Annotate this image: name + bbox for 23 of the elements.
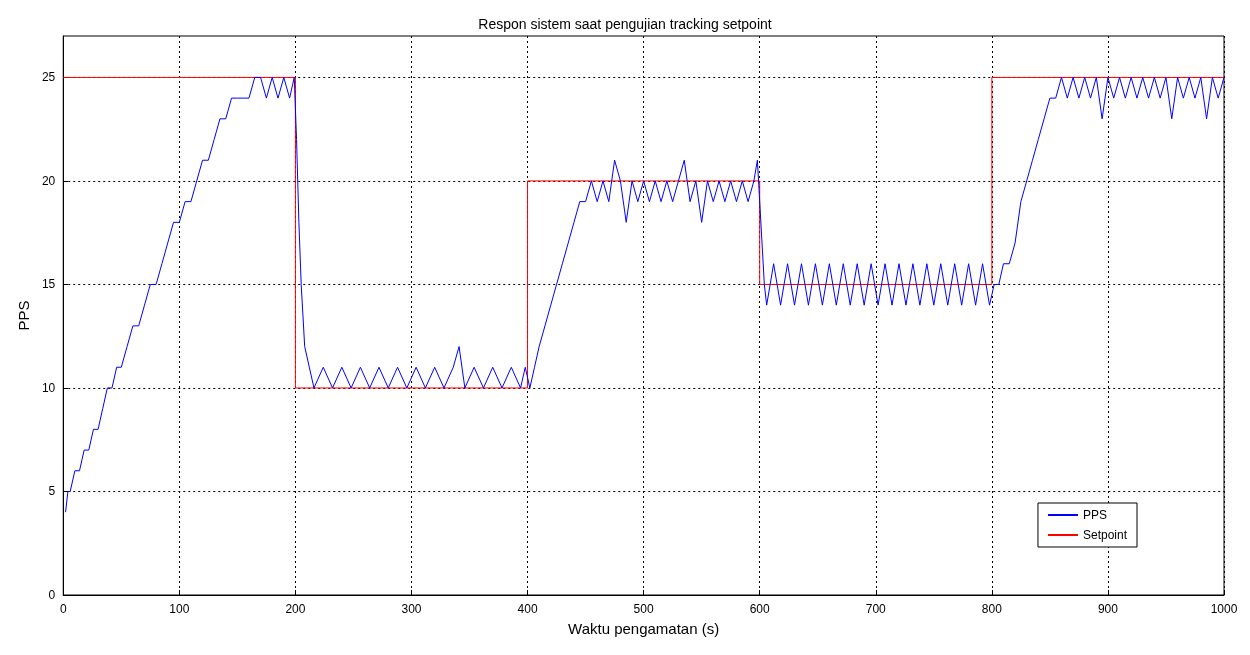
y-tick-label: 20 bbox=[41, 173, 56, 188]
x-tick-label: 1000 bbox=[1210, 602, 1238, 616]
x-tick-label: 400 bbox=[517, 602, 538, 616]
legend-label: Setpoint bbox=[1082, 528, 1128, 542]
x-tick-label: 0 bbox=[59, 602, 67, 616]
x-tick-label: 300 bbox=[401, 602, 422, 616]
y-tick-label: 0 bbox=[48, 588, 56, 602]
y-tick-label: 10 bbox=[41, 380, 56, 395]
legend-label: PPS bbox=[1082, 508, 1107, 522]
x-axis-title: Waktu pengamatan (s) bbox=[568, 620, 720, 637]
x-tick-label: 800 bbox=[981, 602, 1003, 616]
x-tick-label: 900 bbox=[1097, 602, 1119, 616]
line-series bbox=[62, 76, 1225, 389]
x-tick-label: 200 bbox=[285, 602, 306, 616]
x-tick-label: 600 bbox=[749, 602, 771, 616]
x-tick-label: 700 bbox=[865, 602, 887, 616]
y-tick-label: 25 bbox=[41, 70, 56, 85]
chart-title: Respon sistem saat pengujian tracking setpoint bbox=[478, 16, 772, 32]
x-tick-label: 500 bbox=[633, 602, 654, 616]
y-axis-title: PPS bbox=[15, 300, 32, 331]
y-tick-label: 15 bbox=[41, 277, 56, 292]
y-tick-label: 5 bbox=[48, 484, 56, 499]
x-tick-label: 100 bbox=[169, 602, 190, 616]
